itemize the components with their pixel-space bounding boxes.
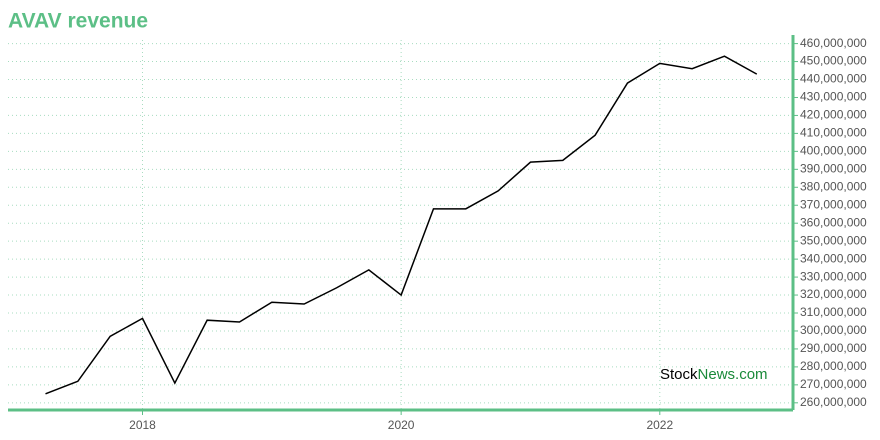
y-tick-label: 330,000,000 [800, 269, 867, 283]
y-tick-label: 460,000,000 [800, 36, 867, 50]
y-tick-label: 300,000,000 [800, 323, 867, 337]
y-tick-label: 340,000,000 [800, 251, 867, 265]
y-tick-label: 370,000,000 [800, 197, 867, 211]
y-tick-label: 270,000,000 [800, 377, 867, 391]
watermark-part: News.com [698, 366, 768, 383]
watermark: StockNews.com [660, 366, 768, 383]
y-tick-label: 260,000,000 [800, 395, 867, 409]
line-series [45, 55, 758, 395]
y-tick-label: 350,000,000 [800, 233, 867, 247]
x-tick-label: 2022 [646, 418, 673, 432]
y-tick-label: 440,000,000 [800, 72, 867, 86]
y-tick-label: 420,000,000 [800, 108, 867, 122]
x-tick-label: 2020 [388, 418, 415, 432]
y-tick-label: 390,000,000 [800, 161, 867, 175]
y-tick-label: 310,000,000 [800, 305, 867, 319]
y-tick-label: 410,000,000 [800, 126, 867, 140]
y-tick-label: 400,000,000 [800, 144, 867, 158]
y-tick-label: 280,000,000 [800, 359, 867, 373]
y-tick-label: 360,000,000 [800, 215, 867, 229]
y-tick-label: 450,000,000 [800, 54, 867, 68]
y-tick-label: 430,000,000 [800, 90, 867, 104]
x-tick-label: 2018 [129, 418, 156, 432]
y-tick-label: 320,000,000 [800, 287, 867, 301]
chart-title: AVAV revenue [8, 10, 148, 33]
y-tick-label: 290,000,000 [800, 341, 867, 355]
y-tick-label: 380,000,000 [800, 179, 867, 193]
watermark-part: Stock [660, 366, 698, 383]
